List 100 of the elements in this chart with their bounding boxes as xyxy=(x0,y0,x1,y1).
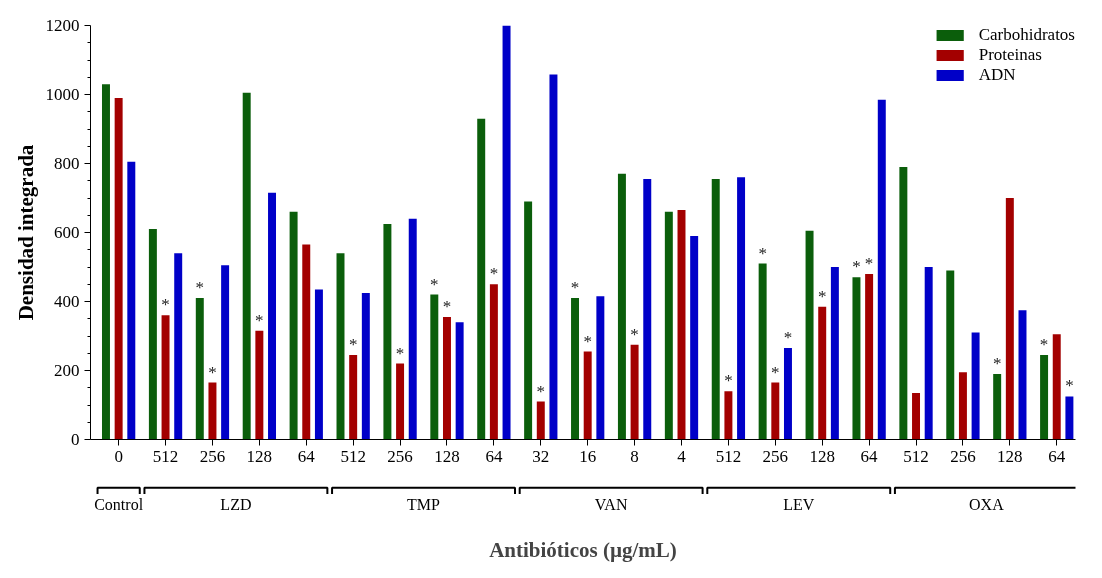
y-tick-label: 800 xyxy=(54,154,80,173)
bar xyxy=(571,298,580,440)
data-label: * xyxy=(570,278,580,298)
data-label: * xyxy=(852,257,861,277)
y-tick-label: 200 xyxy=(54,361,80,380)
bar xyxy=(477,118,486,440)
bar xyxy=(596,296,605,440)
bar xyxy=(737,177,746,440)
bar xyxy=(690,235,699,440)
data-label: * xyxy=(1039,334,1049,354)
data-label: * xyxy=(758,243,767,263)
bar xyxy=(524,201,533,440)
bar xyxy=(148,229,157,440)
bar xyxy=(912,392,921,440)
legend-label: Proteinas xyxy=(978,45,1042,65)
bar xyxy=(877,99,886,440)
bar xyxy=(536,401,545,440)
x-tick-label: 64 xyxy=(485,446,503,466)
bar xyxy=(583,351,592,440)
bar xyxy=(899,166,908,440)
data-label: * xyxy=(817,286,827,306)
text: LZD xyxy=(220,495,252,513)
y-tick-label: 1200 xyxy=(45,16,80,35)
text: OXA xyxy=(969,495,1005,513)
bar xyxy=(1005,198,1014,440)
x-tick-label: 512 xyxy=(715,446,742,466)
bar xyxy=(383,223,392,440)
bar xyxy=(830,267,839,440)
x-tick-label: 128 xyxy=(997,446,1023,466)
x-tick-label: 0 xyxy=(114,446,123,466)
x-tick-label: 512 xyxy=(903,446,929,466)
y-tick-label: 600 xyxy=(54,223,80,242)
x-tick-label: 512 xyxy=(152,446,179,466)
data-label: * xyxy=(161,295,170,315)
text: VAN xyxy=(594,495,628,513)
bar xyxy=(971,332,980,440)
legend-label: Carbohidratos xyxy=(978,25,1075,45)
bar xyxy=(865,273,874,440)
bar xyxy=(127,161,136,440)
bar xyxy=(489,284,498,440)
y-tick-label: 400 xyxy=(54,292,80,311)
bar xyxy=(946,270,955,440)
bar xyxy=(783,348,792,440)
bar xyxy=(993,373,1002,440)
bar xyxy=(643,179,652,440)
bar xyxy=(455,322,464,440)
bar xyxy=(442,317,451,440)
bar xyxy=(924,267,933,440)
text: Control xyxy=(94,495,144,513)
x-tick-label: 16 xyxy=(579,446,597,466)
x-tick-label: 4 xyxy=(677,446,687,466)
bar xyxy=(396,363,405,440)
data-label: * xyxy=(992,353,1002,373)
bar xyxy=(430,294,439,440)
bar xyxy=(502,25,511,440)
data-label: * xyxy=(395,343,405,363)
x-tick-label: 64 xyxy=(297,446,316,466)
x-tick-label: 256 xyxy=(199,446,226,466)
data-label: * xyxy=(1065,376,1074,396)
x-tick-label: 64 xyxy=(1048,446,1066,466)
bar xyxy=(1052,334,1061,440)
data-label: * xyxy=(630,324,639,344)
bar xyxy=(724,391,733,440)
bar xyxy=(349,354,358,440)
bar xyxy=(1065,396,1074,440)
data-label: * xyxy=(195,278,205,298)
data-label: * xyxy=(536,381,546,401)
x-tick-label: 256 xyxy=(387,446,413,466)
bar xyxy=(255,330,264,440)
x-tick-label: 128 xyxy=(246,446,273,466)
bar xyxy=(221,265,230,440)
bar xyxy=(101,84,110,440)
x-tick-label: 512 xyxy=(340,446,366,466)
data-label: * xyxy=(724,371,733,391)
bar xyxy=(1040,354,1049,440)
bar xyxy=(408,218,417,440)
data-label: * xyxy=(255,310,264,330)
data-label: * xyxy=(348,334,358,354)
bar xyxy=(161,315,170,440)
bar xyxy=(852,277,861,440)
bar xyxy=(771,382,780,440)
bar xyxy=(268,192,277,440)
bar xyxy=(314,289,323,440)
y-axis-title: Densidad integrada xyxy=(13,144,38,321)
x-axis-title: Antibióticos (µg/mL) xyxy=(489,537,677,562)
bar xyxy=(630,344,639,440)
text: LEV xyxy=(783,495,815,513)
x-tick-label: 8 xyxy=(630,446,639,466)
y-tick-label: 0 xyxy=(71,430,80,449)
y-tick-label: 1000 xyxy=(45,85,80,104)
bar xyxy=(664,211,673,440)
text: TMP xyxy=(407,495,441,513)
legend-label: ADN xyxy=(978,65,1016,85)
bar xyxy=(958,372,967,440)
data-label: * xyxy=(783,328,793,348)
bar xyxy=(617,173,626,440)
bar xyxy=(361,292,370,440)
x-tick-label: 128 xyxy=(434,446,460,466)
x-tick-label: 256 xyxy=(762,446,789,466)
x-tick-label: 256 xyxy=(950,446,976,466)
